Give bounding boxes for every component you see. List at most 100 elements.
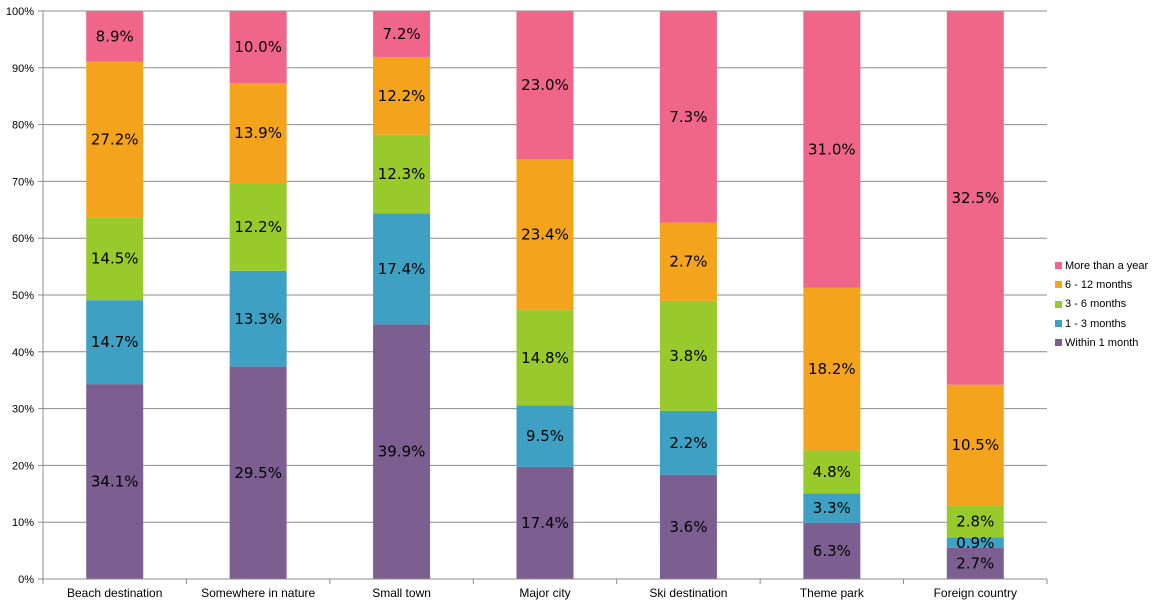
data-label: 10.5% bbox=[951, 436, 999, 454]
bar-segment bbox=[659, 410, 717, 475]
data-label: 0.9% bbox=[956, 534, 994, 552]
bar-segment bbox=[229, 183, 287, 271]
bar-segment bbox=[803, 287, 861, 451]
bar-segment bbox=[86, 300, 144, 385]
data-label: 13.9% bbox=[234, 124, 282, 142]
bar-segment bbox=[86, 217, 144, 301]
x-category-label: Major city bbox=[519, 586, 570, 600]
y-tick-label: 0% bbox=[18, 574, 34, 586]
data-label: 14.8% bbox=[521, 349, 569, 367]
x-category-label: Theme park bbox=[800, 586, 865, 600]
legend-swatch bbox=[1055, 339, 1062, 347]
legend-item: 3 - 6 months bbox=[1055, 295, 1160, 314]
legend-swatch bbox=[1055, 320, 1062, 328]
legend-label: 6 - 12 months bbox=[1065, 278, 1133, 291]
y-tick-label: 70% bbox=[12, 176, 34, 188]
bar-segment bbox=[659, 474, 717, 579]
legend-swatch bbox=[1055, 262, 1062, 270]
data-label: 12.3% bbox=[378, 165, 426, 183]
legend-label: Within 1 month bbox=[1065, 336, 1139, 349]
y-tick-label: 30% bbox=[12, 404, 34, 416]
bar-segment bbox=[516, 466, 574, 579]
legend-item: More than a year bbox=[1055, 256, 1160, 275]
legend-label: 1 - 3 months bbox=[1065, 317, 1127, 330]
y-tick-label: 90% bbox=[12, 63, 34, 75]
data-label: 9.5% bbox=[526, 427, 564, 445]
x-category-label: Small town bbox=[372, 586, 431, 600]
bar-segment bbox=[229, 11, 287, 83]
x-category-label: Beach destination bbox=[67, 586, 162, 600]
bar-segment bbox=[946, 547, 1004, 579]
legend-item: 6 - 12 months bbox=[1055, 275, 1160, 294]
bar-segment bbox=[516, 405, 574, 467]
data-label: 31.0% bbox=[808, 140, 856, 158]
bar-segment bbox=[659, 11, 717, 223]
y-tick-label: 40% bbox=[12, 347, 34, 359]
data-label: 2.2% bbox=[669, 434, 707, 452]
data-label: 14.5% bbox=[91, 250, 139, 268]
bar-segment bbox=[946, 505, 1004, 538]
data-label: 6.3% bbox=[813, 542, 851, 560]
y-tick-label: 50% bbox=[12, 290, 34, 302]
y-tick-label: 20% bbox=[12, 460, 34, 472]
bar-segment bbox=[659, 222, 717, 301]
bar-segment bbox=[803, 450, 861, 494]
data-label: 12.2% bbox=[378, 87, 426, 105]
axes bbox=[42, 11, 1047, 580]
data-label: 2.7% bbox=[956, 554, 994, 572]
bar-segment bbox=[373, 56, 431, 135]
legend-swatch bbox=[1055, 281, 1062, 289]
data-label: 8.9% bbox=[96, 27, 134, 45]
bar-segment bbox=[516, 159, 574, 311]
legend-label: More than a year bbox=[1065, 259, 1149, 272]
data-label: 13.3% bbox=[234, 310, 282, 328]
legend-label: 3 - 6 months bbox=[1065, 298, 1127, 311]
bar-segment bbox=[516, 310, 574, 406]
data-label: 27.2% bbox=[91, 131, 139, 149]
x-category-label: Ski destination bbox=[649, 586, 727, 600]
x-axis-categories: Beach destination Somewhere in nature Smal… bbox=[42, 579, 1048, 600]
data-label: 2.8% bbox=[956, 513, 994, 531]
data-label: 14.7% bbox=[91, 333, 139, 351]
legend-item: Within 1 month bbox=[1055, 333, 1160, 352]
bar-segment bbox=[86, 11, 144, 62]
data-label: 17.4% bbox=[378, 260, 426, 278]
data-label: 3.3% bbox=[813, 499, 851, 517]
data-label: 10.0% bbox=[234, 38, 282, 56]
data-label: 29.5% bbox=[234, 464, 282, 482]
bar-segment bbox=[516, 11, 574, 160]
y-tick-label: 80% bbox=[12, 120, 34, 132]
bar-segment bbox=[373, 324, 431, 579]
bar-segment bbox=[373, 134, 431, 214]
y-tick-label: 10% bbox=[12, 517, 34, 529]
data-label: 3.8% bbox=[669, 347, 707, 365]
bar-segment bbox=[373, 11, 431, 57]
bar-segment bbox=[229, 270, 287, 367]
data-label: 34.1% bbox=[91, 473, 139, 491]
data-label: 12.2% bbox=[234, 218, 282, 236]
data-labels: 34.1% 14.7% 14.5% 27.2% 8.9% 29.5% 13.3% 12.2% 1… bbox=[91, 25, 999, 573]
bar-segment bbox=[86, 61, 144, 218]
data-label: 7.3% bbox=[669, 108, 707, 126]
legend: More than a year 6 - 12 months 3 - 6 month… bbox=[1055, 256, 1160, 352]
data-label: 2.7% bbox=[669, 253, 707, 271]
bar-segment bbox=[659, 300, 717, 411]
y-axis-ticks: 0% 10% 20% 30% 40% 50% 60% 70% 80% 90% 100% bbox=[6, 6, 43, 586]
bar-segment bbox=[229, 366, 287, 579]
bar-segment bbox=[803, 522, 861, 579]
legend-swatch bbox=[1055, 300, 1062, 308]
bars bbox=[86, 11, 1004, 579]
data-label: 18.2% bbox=[808, 360, 856, 378]
data-label: 39.9% bbox=[378, 443, 426, 461]
data-label: 7.2% bbox=[383, 25, 421, 43]
bar-segment bbox=[946, 11, 1004, 385]
data-label: 4.8% bbox=[813, 463, 851, 481]
data-label: 23.4% bbox=[521, 226, 569, 244]
y-tick-label: 60% bbox=[12, 233, 34, 245]
bar-segment bbox=[946, 537, 1004, 548]
legend-item: 1 - 3 months bbox=[1055, 314, 1160, 333]
data-label: 3.6% bbox=[669, 518, 707, 536]
bar-segment bbox=[373, 213, 431, 325]
bar-segment bbox=[86, 384, 144, 579]
